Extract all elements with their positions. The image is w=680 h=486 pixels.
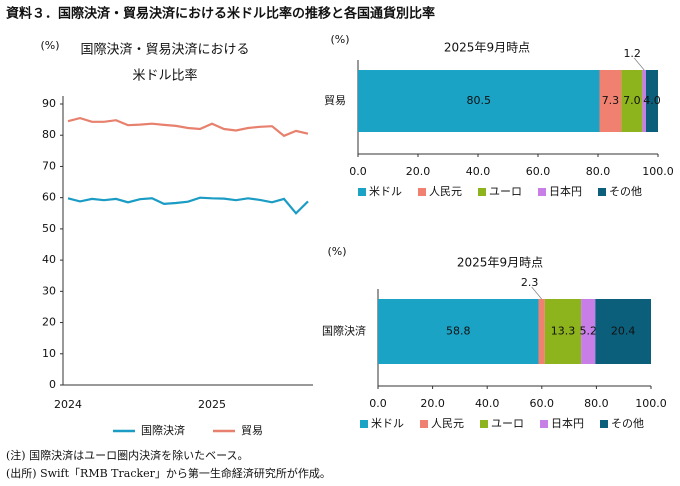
note: (注) 国際決済はユーロ圏内決済を除いたベース。 xyxy=(6,448,249,462)
y-tick-label: 90 xyxy=(42,97,56,110)
y-tick-label: 60 xyxy=(42,191,56,204)
y-tick-label: 国際決済 xyxy=(322,324,366,338)
legend-swatch xyxy=(538,188,546,196)
chart-title: 2025年9月時点 xyxy=(444,41,530,55)
x-tick-label: 100.0 xyxy=(635,397,667,410)
legend-label: その他 xyxy=(611,417,644,430)
legend-swatch xyxy=(478,188,486,196)
x-tick-label: 80.0 xyxy=(584,397,609,410)
x-tick-label: 0.0 xyxy=(369,397,387,410)
bar-segment xyxy=(646,70,658,132)
value-label: 2.3 xyxy=(521,276,539,289)
bar-segment xyxy=(642,70,646,132)
legend-label: 米ドル xyxy=(369,185,402,198)
bar-segment xyxy=(358,70,600,132)
y-tick-label: 20 xyxy=(42,316,56,329)
value-label: 7.0 xyxy=(623,94,641,107)
x-tick-label: 40.0 xyxy=(475,397,500,410)
value-label: 58.8 xyxy=(446,325,471,338)
legend-swatch xyxy=(418,188,426,196)
legend-swatch xyxy=(600,420,608,428)
legend-label: 米ドル xyxy=(371,417,404,430)
y-axis-label: (%) xyxy=(330,33,349,46)
legend-swatch xyxy=(598,188,606,196)
chart-title: 2025年9月時点 xyxy=(457,256,543,270)
legend-label: 貿易 xyxy=(241,424,263,437)
y-axis-label: (%) xyxy=(40,39,59,52)
legend-label: 日本円 xyxy=(551,416,584,430)
y-tick-label: 10 xyxy=(42,347,56,360)
x-tick-label: 60.0 xyxy=(530,397,555,410)
x-tick-label: 2025 xyxy=(198,398,226,411)
legend-swatch xyxy=(360,420,368,428)
legend-label: その他 xyxy=(609,185,642,198)
legend-label: 日本円 xyxy=(549,184,582,198)
bar-segment xyxy=(595,299,651,364)
x-tick-label: 80.0 xyxy=(586,165,611,178)
x-tick-label: 0.0 xyxy=(349,165,367,178)
value-label: 4.0 xyxy=(643,94,661,107)
x-tick-label: 20.0 xyxy=(420,397,445,410)
y-tick-label: 30 xyxy=(42,284,56,297)
legend-label: 人民元 xyxy=(431,417,464,430)
note: (出所) Swift「RMB Tracker」から第一生命経済研究所が作成。 xyxy=(6,466,331,480)
legend-swatch xyxy=(540,420,548,428)
value-label: 13.3 xyxy=(551,325,576,338)
bar-segment xyxy=(544,299,582,364)
y-axis-label: (%) xyxy=(327,245,346,258)
legend-swatch xyxy=(420,420,428,428)
leader-line xyxy=(633,57,645,71)
legend-swatch xyxy=(480,420,488,428)
y-tick-label: 80 xyxy=(42,128,56,141)
legend-label: 人民元 xyxy=(429,185,462,198)
legend-swatch xyxy=(358,188,366,196)
legend-label: 国際決済 xyxy=(141,423,185,437)
x-tick-label: 2024 xyxy=(54,398,82,411)
line-series xyxy=(67,196,309,215)
bar-segment xyxy=(621,70,643,132)
value-label: 1.2 xyxy=(623,47,641,60)
y-tick-label: 貿易 xyxy=(324,94,346,107)
y-tick-label: 0 xyxy=(49,378,56,391)
y-tick-label: 40 xyxy=(42,253,56,266)
legend-label: ユーロ xyxy=(491,417,524,430)
chart-title: 国際決済・貿易決済における xyxy=(80,42,249,58)
x-tick-label: 60.0 xyxy=(526,165,551,178)
value-label: 5.2 xyxy=(579,325,597,338)
bar-segment xyxy=(581,299,596,364)
y-tick-label: 50 xyxy=(42,222,56,235)
value-label: 80.5 xyxy=(467,94,492,107)
y-tick-label: 70 xyxy=(42,159,56,172)
chart-title: 米ドル比率 xyxy=(132,68,197,84)
leader-line xyxy=(531,286,542,300)
x-tick-label: 20.0 xyxy=(406,165,431,178)
bar-segment xyxy=(538,299,545,364)
value-label: 20.4 xyxy=(611,325,636,338)
page-title: 資料３．国際決済・貿易決済における米ドル比率の推移と各国通貨別比率 xyxy=(6,6,435,22)
legend-label: ユーロ xyxy=(489,185,522,198)
line-series xyxy=(67,116,309,138)
bar-segment xyxy=(599,70,622,132)
x-tick-label: 40.0 xyxy=(466,165,491,178)
bar-segment xyxy=(378,299,539,364)
value-label: 7.3 xyxy=(602,94,620,107)
x-tick-label: 100.0 xyxy=(642,165,674,178)
